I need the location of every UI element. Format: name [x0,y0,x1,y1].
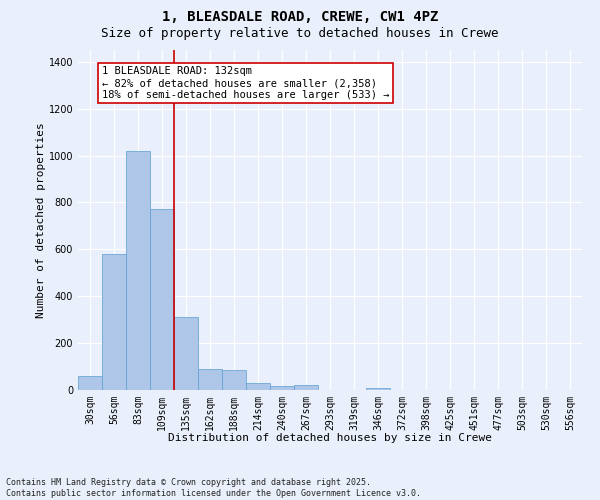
X-axis label: Distribution of detached houses by size in Crewe: Distribution of detached houses by size … [168,433,492,443]
Bar [198,369,222,390]
Bar [78,376,102,390]
Bar [246,383,270,390]
Bar [150,210,174,390]
Text: Contains HM Land Registry data © Crown copyright and database right 2025.
Contai: Contains HM Land Registry data © Crown c… [6,478,421,498]
Bar [222,370,246,390]
Text: Size of property relative to detached houses in Crewe: Size of property relative to detached ho… [101,28,499,40]
Bar [102,254,126,390]
Text: 1 BLEASDALE ROAD: 132sqm
← 82% of detached houses are smaller (2,358)
18% of sem: 1 BLEASDALE ROAD: 132sqm ← 82% of detach… [102,66,389,100]
Bar [366,388,390,390]
Bar [174,318,198,390]
Bar [126,151,150,390]
Y-axis label: Number of detached properties: Number of detached properties [36,122,46,318]
Text: 1, BLEASDALE ROAD, CREWE, CW1 4PZ: 1, BLEASDALE ROAD, CREWE, CW1 4PZ [162,10,438,24]
Bar [294,386,318,390]
Bar [270,386,294,390]
